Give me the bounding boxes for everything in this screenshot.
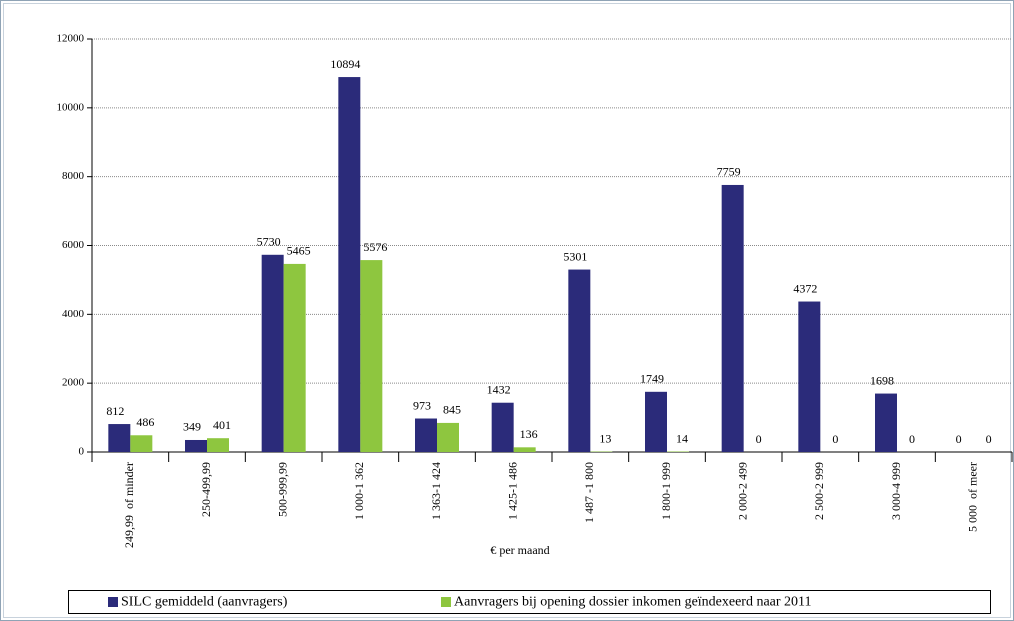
x-tick-label: 5 000 of meer	[965, 462, 979, 532]
bar	[261, 254, 284, 452]
legend-swatch	[441, 597, 451, 607]
bar	[875, 393, 897, 452]
legend-label: Aanvragers bij opening dossier inkomen g…	[454, 595, 812, 610]
value-label: 1432	[487, 382, 511, 396]
bar	[207, 438, 229, 452]
value-label: 0	[986, 432, 992, 446]
x-tick-label: 1 000-1 362	[352, 462, 366, 520]
bar	[645, 391, 667, 452]
value-label: 10894	[330, 57, 360, 71]
y-tick-label: 12000	[57, 33, 85, 45]
value-label: 401	[213, 418, 231, 432]
bar	[185, 439, 207, 452]
value-label: 4372	[793, 281, 817, 295]
legend-swatch	[108, 597, 118, 607]
x-tick-label: 500-999,99	[275, 462, 289, 517]
bar	[338, 77, 361, 453]
x-tick-label: 1 487 -1 800	[582, 462, 596, 523]
x-axis-title: € per maand	[490, 543, 549, 557]
bar	[437, 422, 459, 452]
x-tick-label: 250-499,99	[199, 462, 213, 517]
bar	[360, 260, 383, 452]
legend-box	[68, 590, 991, 614]
x-tick-label: 1 800-1 999	[659, 462, 673, 520]
value-label: 5301	[563, 249, 587, 263]
bar	[798, 301, 821, 452]
x-tick-label: 2 500-2 999	[812, 462, 826, 520]
inner-frame	[3, 3, 1011, 618]
y-tick-label: 4000	[62, 308, 85, 320]
y-tick-label: 2000	[62, 377, 85, 389]
value-label: 349	[183, 420, 201, 434]
value-label: 13	[599, 431, 611, 445]
x-tick-label: 249,99 of minder	[122, 462, 136, 548]
value-label: 5576	[363, 240, 387, 254]
bar	[491, 402, 514, 452]
value-label: 812	[106, 404, 124, 418]
value-label: 1698	[870, 373, 894, 387]
y-tick-label: 6000	[62, 239, 85, 251]
bar	[108, 424, 131, 452]
value-label: 0	[756, 432, 762, 446]
value-label: 136	[520, 427, 538, 441]
value-label: 1749	[640, 372, 664, 386]
y-tick-label: 8000	[62, 170, 85, 182]
bar	[283, 263, 306, 452]
x-tick-label: 1 425-1 486	[505, 462, 519, 520]
x-tick-label: 1 363-1 424	[429, 462, 443, 520]
bar	[513, 447, 536, 452]
bar	[568, 269, 591, 452]
bar	[130, 435, 153, 452]
x-tick-label: 2 000-2 499	[735, 462, 749, 520]
y-tick-label: 10000	[57, 101, 85, 113]
legend-label: SILC gemiddeld (aanvragers)	[121, 595, 288, 610]
y-tick-label: 0	[79, 446, 85, 458]
value-label: 0	[956, 432, 962, 446]
value-label: 5730	[257, 235, 281, 249]
value-label: 486	[136, 415, 154, 429]
value-label: 0	[909, 432, 915, 446]
value-label: 7759	[717, 165, 741, 179]
value-label: 5465	[287, 244, 311, 258]
value-label: 973	[413, 398, 431, 412]
bar	[415, 418, 437, 452]
value-label: 845	[443, 403, 461, 417]
x-tick-label: 3 000-4 999	[889, 462, 903, 520]
value-label: 14	[676, 431, 688, 445]
value-label: 0	[832, 432, 838, 446]
bar	[721, 184, 744, 452]
